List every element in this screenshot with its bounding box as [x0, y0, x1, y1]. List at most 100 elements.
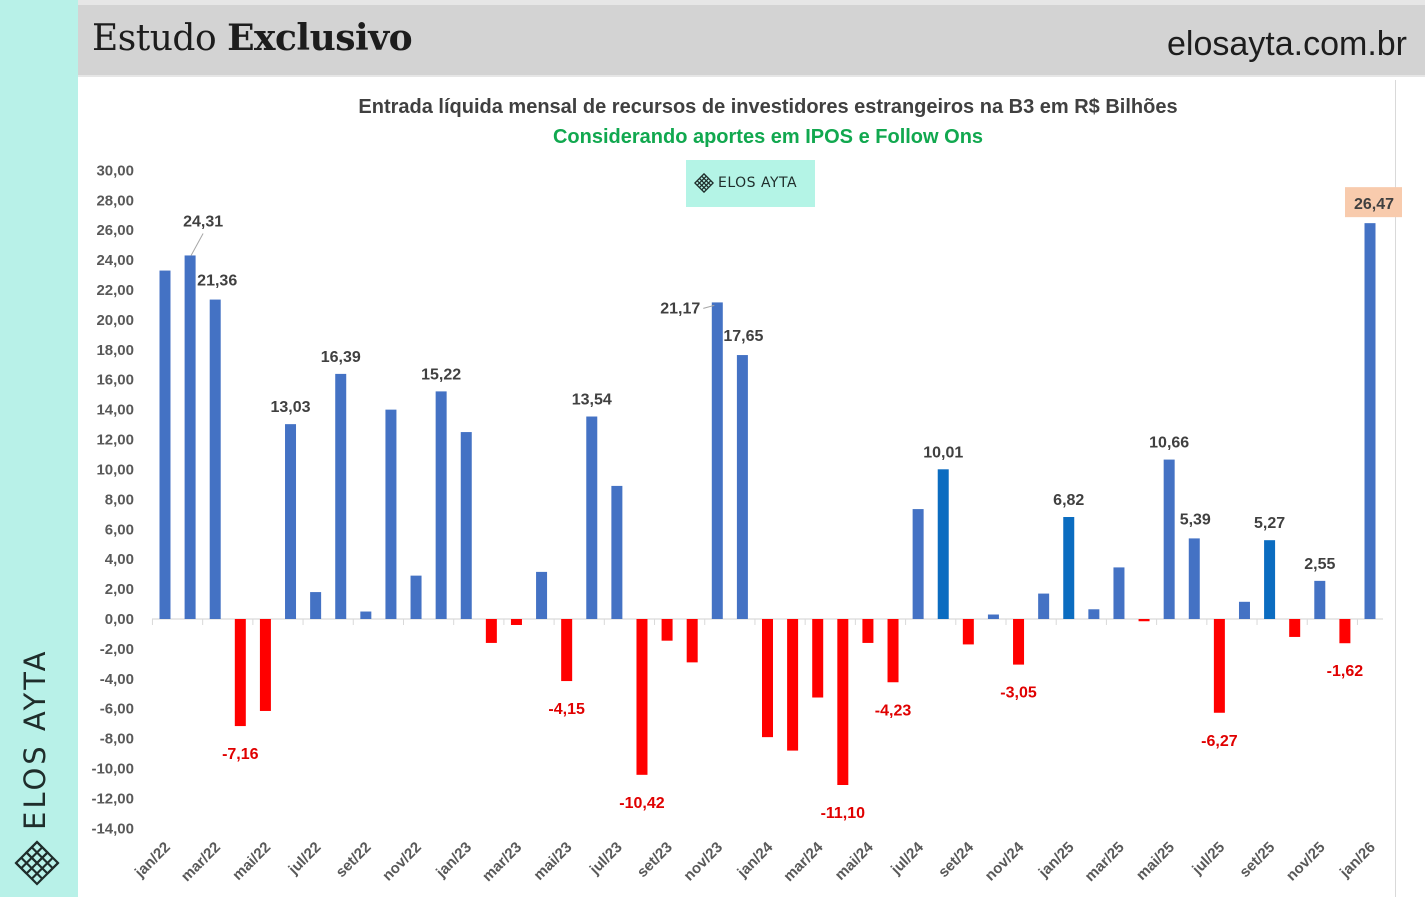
chart-subtitle: Considerando aportes em IPOS e Follow On… — [552, 126, 984, 148]
x-tick-label: set/22 — [333, 839, 375, 881]
bar-mai-22 — [259, 619, 271, 711]
bar-abr-25 — [1138, 619, 1150, 622]
bar-nov-22 — [410, 575, 422, 619]
y-tick-label: 8,00 — [105, 491, 134, 508]
bar-abr-22 — [234, 619, 246, 727]
data-label: -4,23 — [875, 702, 912, 719]
x-tick-label: mai/25 — [1133, 839, 1178, 884]
x-tick-label: jan/24 — [734, 838, 777, 881]
x-tick-label: jul/24 — [887, 838, 927, 878]
bar-abr-23 — [536, 571, 548, 619]
x-tick-label: jul/25 — [1188, 839, 1228, 879]
x-tick-label: set/24 — [935, 838, 978, 881]
bar-jan-22 — [159, 270, 171, 619]
y-tick-label: -4,00 — [100, 671, 134, 688]
data-label: 5,27 — [1254, 515, 1285, 532]
data-label: 26,47 — [1354, 196, 1394, 213]
chart-frame-border — [1395, 80, 1396, 897]
bar-ago-22 — [335, 373, 347, 619]
data-label: -4,15 — [548, 701, 585, 718]
chart-title: Entrada líquida mensal de recursos de in… — [358, 96, 1178, 118]
data-label: 21,17 — [660, 300, 700, 317]
data-label: -1,62 — [1327, 663, 1364, 680]
data-label: -7,16 — [222, 746, 259, 763]
y-tick-label: -12,00 — [91, 790, 134, 807]
x-tick-label: nov/25 — [1283, 839, 1329, 885]
x-tick-label: mai/24 — [832, 838, 878, 884]
leader-line — [703, 304, 715, 309]
logo-badge-text: ELOS AYTA — [718, 175, 798, 191]
bar-jan-25 — [1063, 517, 1075, 619]
data-label: 13,54 — [572, 392, 612, 409]
bar-mar-24 — [812, 619, 824, 698]
bar-jul-22 — [310, 592, 322, 619]
x-tick-label: mar/24 — [780, 838, 827, 885]
bar-out-22 — [385, 409, 397, 619]
x-tick-label: mar/23 — [479, 839, 525, 885]
y-tick-label: 10,00 — [96, 461, 134, 478]
x-tick-label: set/23 — [634, 839, 676, 881]
data-label: 6,82 — [1053, 492, 1084, 509]
bar-jun-24 — [887, 619, 899, 683]
data-label: -3,05 — [1000, 685, 1037, 702]
bar-nov-25 — [1314, 580, 1326, 619]
data-label: 16,39 — [321, 349, 361, 366]
x-tick-label: mai/22 — [229, 839, 274, 884]
diamond-lattice-icon — [694, 173, 714, 193]
x-tick-label: jan/23 — [432, 839, 475, 882]
bar-jun-25 — [1188, 538, 1200, 619]
bar-mar-25 — [1113, 567, 1125, 619]
x-tick-label: nov/22 — [379, 839, 425, 885]
data-label: 10,01 — [923, 444, 963, 461]
site-url[interactable]: elosayta.com.br — [1167, 25, 1407, 63]
bars — [159, 223, 1376, 785]
x-tick-label: mar/22 — [178, 839, 224, 885]
bar-mai-24 — [862, 619, 874, 643]
bar-jul-24 — [912, 509, 924, 619]
data-label: 17,65 — [723, 328, 763, 345]
data-label: 2,55 — [1304, 556, 1335, 573]
data-label-highlight-box — [1345, 187, 1402, 218]
bar-jun-23 — [586, 416, 598, 619]
logo-badge: ELOS AYTA — [686, 160, 815, 207]
y-tick-label: 28,00 — [96, 192, 134, 209]
x-axis: jan/22 mar/22 mai/22 jul/22 set/22 nov/22 jan/… — [131, 838, 1379, 885]
sidebar: ELOS AYTA — [0, 0, 78, 897]
data-label: -11,10 — [821, 805, 866, 822]
x-tick-label: jan/26 — [1336, 839, 1379, 882]
bar-jul-25 — [1213, 619, 1225, 713]
title-bold: Exclusivo — [227, 17, 413, 59]
y-tick-label: 26,00 — [96, 222, 134, 239]
bar-dez-24 — [1038, 593, 1050, 619]
bar-dez-22 — [435, 391, 447, 619]
y-tick-label: 20,00 — [96, 312, 134, 329]
x-tick-label: jan/22 — [131, 839, 174, 882]
y-tick-label: 30,00 — [96, 162, 134, 179]
y-tick-label: 2,00 — [105, 581, 134, 598]
bar-jan-26 — [1364, 223, 1376, 619]
bar-dez-23 — [736, 355, 748, 619]
y-tick-label: -14,00 — [91, 820, 134, 837]
bar-dez-25 — [1339, 619, 1351, 644]
bar-ago-23 — [636, 619, 648, 775]
y-tick-label: 22,00 — [96, 282, 134, 299]
y-tick-label: 6,00 — [105, 521, 134, 538]
bar-set-24 — [962, 619, 974, 645]
data-label: 24,31 — [183, 213, 223, 230]
bar-fev-24 — [787, 619, 799, 751]
bar-set-23 — [661, 619, 673, 641]
data-label: -10,42 — [619, 795, 664, 812]
x-tick-label: nov/24 — [982, 838, 1028, 884]
bar-set-22 — [360, 611, 372, 619]
bar-jan-23 — [460, 432, 472, 619]
y-axis: 30,00 28,00 26,00 24,00 22,00 20,00 18,00 16,00… — [91, 162, 134, 837]
x-tick-label: mai/23 — [530, 839, 575, 884]
x-tick-label: jan/25 — [1035, 839, 1078, 882]
header-divider — [78, 75, 1425, 77]
bar-mai-23 — [561, 619, 573, 682]
bar-mar-23 — [510, 619, 522, 625]
bar-abr-24 — [837, 619, 849, 785]
y-tick-label: 0,00 — [105, 611, 134, 628]
bar-ago-25 — [1238, 601, 1250, 619]
data-label: 5,39 — [1180, 511, 1211, 528]
